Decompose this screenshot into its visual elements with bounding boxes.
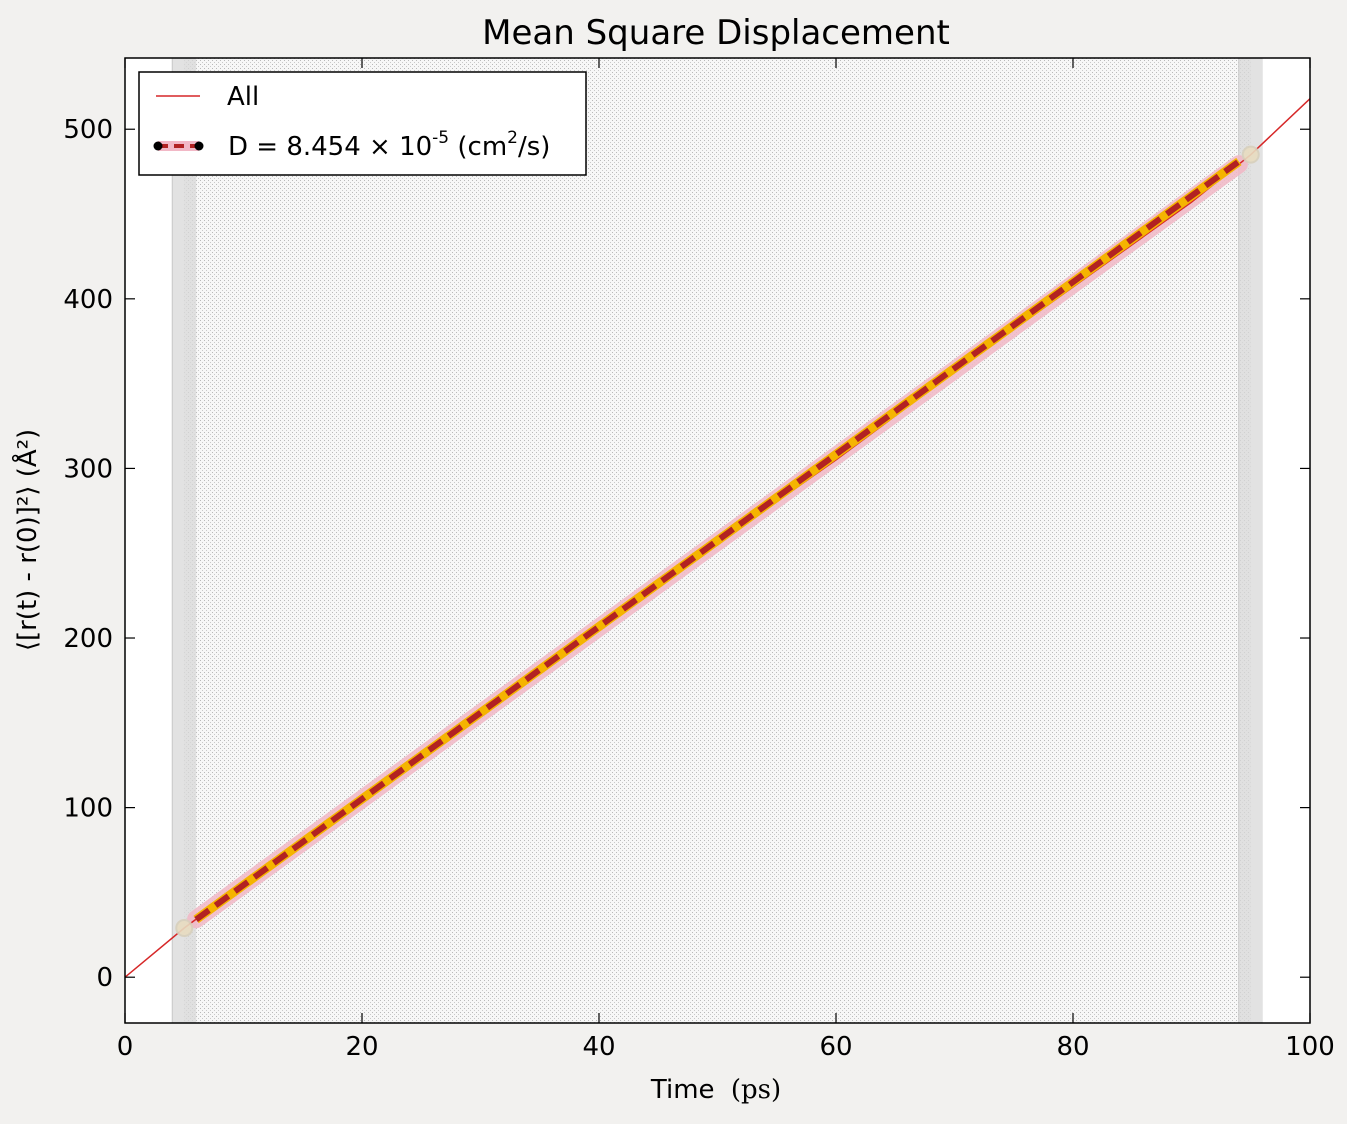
y-tick-label: 0 bbox=[96, 963, 113, 993]
legend-fit-unit-start: (cm bbox=[449, 132, 507, 162]
legend-fit-exponent: -5 bbox=[432, 128, 449, 148]
x-tick-label: 80 bbox=[1056, 1032, 1089, 1062]
series-layer bbox=[124, 98, 1311, 978]
x-tick-label: 0 bbox=[117, 1032, 134, 1062]
y-tick-label: 200 bbox=[63, 624, 113, 654]
y-tick-label: 400 bbox=[63, 285, 113, 315]
fit-endpoint-marker-1 bbox=[1241, 145, 1260, 164]
fit-start-band bbox=[172, 58, 197, 1023]
fit-endpoint-marker-0 bbox=[175, 919, 194, 938]
legend-label-fit: D = 8.454 × 10-5 (cm2/s) bbox=[228, 128, 550, 162]
y-tick-label: 100 bbox=[63, 794, 113, 824]
legend: All D = 8.454 × 10-5 (cm2/s) bbox=[138, 71, 587, 176]
y-tick-label: 500 bbox=[63, 115, 113, 145]
legend-fit-unit-exponent: 2 bbox=[507, 128, 518, 148]
y-axis-label: ⟨[r(t) - r(0)]²⟩ (Å²) bbox=[11, 429, 43, 651]
legend-box bbox=[138, 71, 587, 176]
y-tick-label: 300 bbox=[63, 454, 113, 484]
chart-title: Mean Square Displacement bbox=[482, 13, 950, 53]
x-tick-label: 40 bbox=[582, 1032, 615, 1062]
legend-swatch-fit bbox=[153, 141, 204, 151]
x-tick-label: 60 bbox=[819, 1032, 852, 1062]
x-axis-label: Time (ps) bbox=[650, 1075, 781, 1105]
x-axis-label-text: Time bbox=[650, 1075, 715, 1105]
x-axis: 0 20 40 60 80 100 bbox=[117, 58, 1335, 1062]
x-tick-label: 20 bbox=[345, 1032, 378, 1062]
legend-fit-coefficient: D = 8.454 × 10 bbox=[228, 132, 432, 162]
x-tick-label: 100 bbox=[1285, 1032, 1335, 1062]
y-axis: 0 100 200 300 400 500 bbox=[63, 115, 1310, 993]
fit-end-band bbox=[1238, 58, 1263, 1023]
fit-line-glow bbox=[193, 157, 1242, 924]
x-axis-label-unit: (ps) bbox=[731, 1075, 781, 1105]
legend-fit-unit-end: /s) bbox=[518, 132, 550, 162]
plot-frame bbox=[124, 57, 1311, 1024]
legend-label-all: All bbox=[227, 82, 259, 112]
